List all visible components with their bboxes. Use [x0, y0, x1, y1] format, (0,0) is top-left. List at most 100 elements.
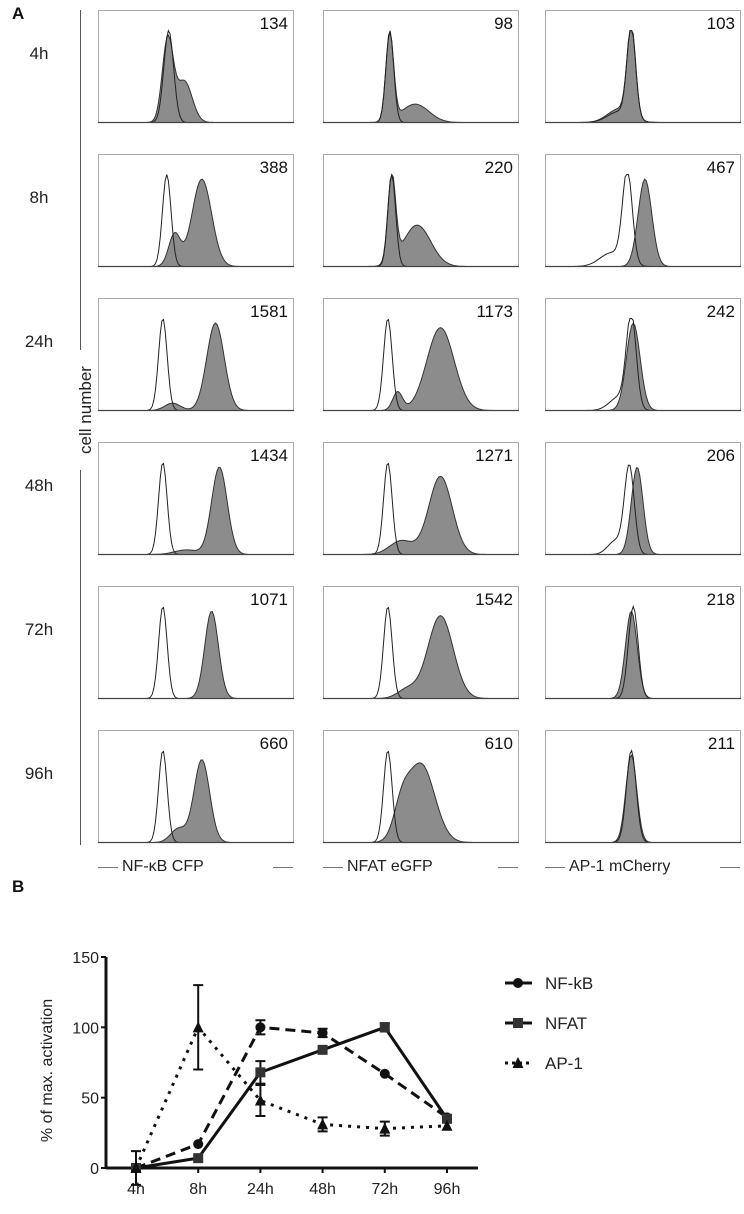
- stimulated-histogram: [98, 178, 294, 267]
- stimulated-histogram: [323, 762, 519, 843]
- data-point: [442, 1113, 452, 1124]
- stimulated-histogram: [323, 615, 519, 699]
- x-tick-label: 72h: [371, 1181, 398, 1198]
- mean-intensity-value: 103: [706, 14, 735, 33]
- mean-intensity-value: 1434: [250, 446, 288, 465]
- histogram-panel: [98, 10, 294, 124]
- legend-item: NFAT: [505, 1014, 587, 1033]
- histogram-panel: [98, 586, 294, 700]
- stimulated-histogram: [323, 327, 519, 411]
- histogram-panel: [98, 298, 294, 412]
- histogram-panel: [323, 10, 519, 124]
- histogram-panel: [545, 298, 741, 412]
- y-tick-label: 100: [72, 1020, 99, 1037]
- y-axis-line: [80, 10, 81, 350]
- data-point: [255, 1067, 266, 1078]
- mean-intensity-value: 206: [706, 446, 735, 465]
- histogram-panel: [323, 442, 519, 556]
- series-line: [135, 1025, 449, 1170]
- y-tick-label: 50: [81, 1091, 99, 1108]
- data-point: [130, 1162, 142, 1173]
- mean-intensity-value: 1173: [476, 302, 513, 321]
- histogram-panel: [98, 442, 294, 556]
- y-axis-label: % of max. activation: [39, 999, 56, 1142]
- row-label: 24h: [24, 332, 54, 351]
- row-label: 8h: [29, 188, 49, 207]
- y-axis-line: [80, 470, 81, 845]
- mean-intensity-value: 220: [484, 158, 513, 177]
- histogram-panel: [98, 154, 294, 268]
- series-AP-1: [130, 984, 453, 1186]
- mean-intensity-value: 98: [494, 14, 513, 33]
- stimulated-histogram: [98, 322, 294, 411]
- histogram-panel: [545, 730, 741, 844]
- mean-intensity-value: 134: [259, 14, 288, 33]
- x-tick-label: 24h: [247, 1181, 274, 1198]
- mean-intensity-value: 610: [484, 734, 513, 753]
- stimulated-histogram: [98, 759, 294, 843]
- data-point: [192, 1021, 204, 1033]
- channel-label: AP-1 mCherry: [545, 858, 740, 876]
- channel-name: AP-1 mCherry: [569, 858, 671, 875]
- data-point: [317, 1044, 328, 1055]
- mean-intensity-value: 467: [706, 158, 735, 177]
- y-tick-label: 150: [72, 950, 99, 967]
- histogram-panel: [545, 154, 741, 268]
- legend-item: AP-1: [505, 1054, 583, 1073]
- mean-intensity-value: 1271: [475, 446, 513, 465]
- mean-intensity-value: 242: [706, 302, 735, 321]
- legend-label: NFAT: [545, 1014, 587, 1033]
- control-histogram: [98, 606, 294, 699]
- channel-name: NFAT eGFP: [347, 858, 433, 875]
- panel-a-label: A: [12, 4, 25, 23]
- legend-marker: [513, 1018, 523, 1028]
- histogram-panel: [323, 154, 519, 268]
- data-point: [193, 1139, 204, 1150]
- row-label: 48h: [24, 476, 54, 495]
- panel-b-label: B: [12, 877, 25, 896]
- stimulated-histogram: [545, 178, 741, 267]
- mean-intensity-value: 218: [706, 590, 735, 609]
- y-tick-label: 0: [90, 1161, 99, 1178]
- x-tick-label: 48h: [309, 1181, 336, 1198]
- stimulated-histogram: [98, 34, 294, 123]
- x-tick-label: 8h: [189, 1181, 207, 1198]
- data-point: [317, 1027, 328, 1038]
- series-line: [135, 1025, 448, 1170]
- mean-intensity-value: 1542: [475, 590, 513, 609]
- data-point: [441, 1119, 453, 1131]
- row-label: 4h: [29, 44, 49, 63]
- control-histogram: [98, 318, 294, 411]
- histogram-panel: [545, 586, 741, 700]
- stimulated-histogram: [323, 475, 519, 555]
- data-point: [379, 1068, 390, 1079]
- legend-marker: [513, 978, 523, 988]
- mean-intensity-value: 388: [259, 158, 288, 177]
- mean-intensity-value: 1071: [250, 590, 288, 609]
- legend-label: NF-kB: [545, 974, 593, 993]
- stimulated-histogram: [98, 610, 294, 699]
- data-point: [254, 1094, 266, 1106]
- row-label: 96h: [24, 764, 54, 783]
- stimulated-histogram: [323, 31, 519, 123]
- histogram-panel: [323, 586, 519, 700]
- series-line: [134, 1024, 448, 1169]
- mean-intensity-value: 660: [259, 734, 288, 753]
- row-label: 72h: [24, 620, 54, 639]
- series-NF-kB: [131, 1019, 452, 1173]
- histogram-panel: [545, 10, 741, 124]
- stimulated-histogram: [98, 466, 294, 555]
- series-NFAT: [131, 1022, 452, 1173]
- data-point: [193, 1153, 204, 1164]
- mean-intensity-value: 1581: [250, 302, 288, 321]
- stimulated-histogram: [545, 30, 741, 123]
- control-histogram: [98, 462, 294, 555]
- data-point: [379, 1022, 390, 1033]
- histogram-panel: [98, 730, 294, 844]
- legend-marker: [512, 1057, 524, 1068]
- stimulated-histogram: [323, 173, 519, 267]
- channel-label: NF-κB CFP: [98, 858, 293, 876]
- stimulated-histogram: [545, 322, 741, 411]
